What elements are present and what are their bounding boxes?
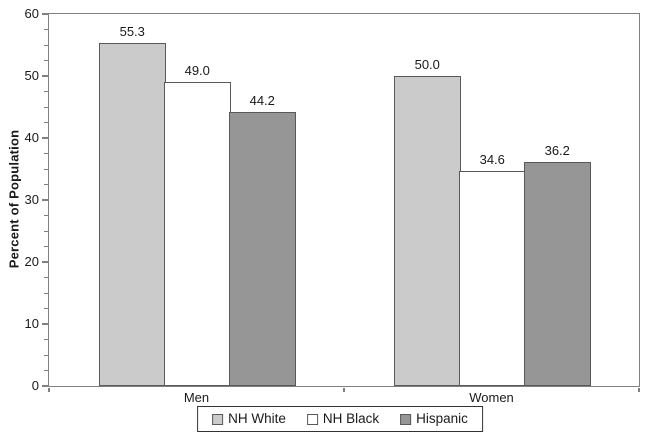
- legend-label: NH Black: [322, 411, 380, 426]
- y-axis-major-tick: [41, 199, 48, 201]
- bar: [229, 111, 296, 386]
- legend-item: Hispanic: [400, 411, 468, 427]
- y-axis-major-tick: [41, 137, 48, 139]
- y-axis-major-tick: [41, 13, 48, 15]
- bar-value-label: 36.2: [544, 142, 570, 158]
- y-axis-tick-label: 40: [24, 130, 39, 145]
- legend-label: Hispanic: [416, 411, 468, 426]
- y-axis-minor-tick: [44, 308, 48, 309]
- y-axis-minor-tick: [44, 370, 48, 371]
- y-axis-minor-tick: [44, 168, 48, 170]
- category-label: Women: [469, 390, 514, 405]
- bar: [99, 43, 166, 386]
- bar: [524, 161, 591, 386]
- y-axis-minor-tick: [44, 184, 48, 185]
- y-axis-tick-label: 30: [24, 192, 39, 207]
- legend-item: NH Black: [306, 411, 380, 427]
- legend-item: NH White: [212, 411, 286, 427]
- legend-swatch-icon: [400, 413, 412, 425]
- legend: NH White NH Black Hispanic: [197, 406, 483, 432]
- y-axis-tick-label: 10: [24, 316, 39, 331]
- y-axis-minor-tick: [44, 29, 48, 30]
- x-axis-tick: [48, 387, 50, 392]
- y-axis-minor-tick: [44, 354, 48, 356]
- y-axis-major-tick: [41, 385, 48, 387]
- y-axis-minor-tick: [44, 246, 48, 247]
- y-axis-tick-label: 20: [24, 254, 39, 269]
- y-axis-minor-tick: [44, 44, 48, 46]
- y-axis-minor-tick: [44, 292, 48, 294]
- plot-area: 0 10 20 30 40 50 60 Men 55.3 49.0 44.2 Women 50.0 34.…: [25, 7, 640, 405]
- y-axis-minor-tick: [44, 153, 48, 154]
- x-axis-tick: [638, 387, 640, 392]
- y-axis-major-tick: [41, 323, 48, 325]
- y-axis-minor-tick: [44, 277, 48, 278]
- y-axis-tick-label: 50: [24, 68, 39, 83]
- bar-value-label: 49.0: [184, 63, 210, 79]
- category-label: Men: [183, 390, 210, 405]
- legend-swatch-icon: [212, 413, 224, 425]
- y-axis-major-tick: [41, 75, 48, 77]
- bar: [394, 76, 461, 386]
- y-axis-minor-tick: [44, 339, 48, 340]
- y-axis-minor-tick: [44, 230, 48, 232]
- y-axis-tick-label: 0: [31, 378, 39, 393]
- y-axis-tick-label: 60: [24, 6, 39, 21]
- y-axis-minor-tick: [44, 122, 48, 123]
- y-axis-major-tick: [41, 261, 48, 263]
- bar: [164, 82, 231, 386]
- bar: [459, 171, 526, 386]
- bar-value-label: 34.6: [479, 152, 505, 168]
- y-axis-minor-tick: [44, 215, 48, 216]
- y-axis-minor-tick: [44, 60, 48, 61]
- bar-value-label: 50.0: [414, 57, 440, 72]
- x-axis-tick: [343, 387, 345, 392]
- legend-label: NH White: [228, 411, 286, 426]
- bar-value-label: 44.2: [249, 92, 275, 108]
- y-axis-minor-tick: [44, 106, 48, 108]
- legend-swatch-icon: [306, 413, 318, 425]
- y-axis-minor-tick: [44, 91, 48, 92]
- bar-value-label: 55.3: [119, 24, 145, 40]
